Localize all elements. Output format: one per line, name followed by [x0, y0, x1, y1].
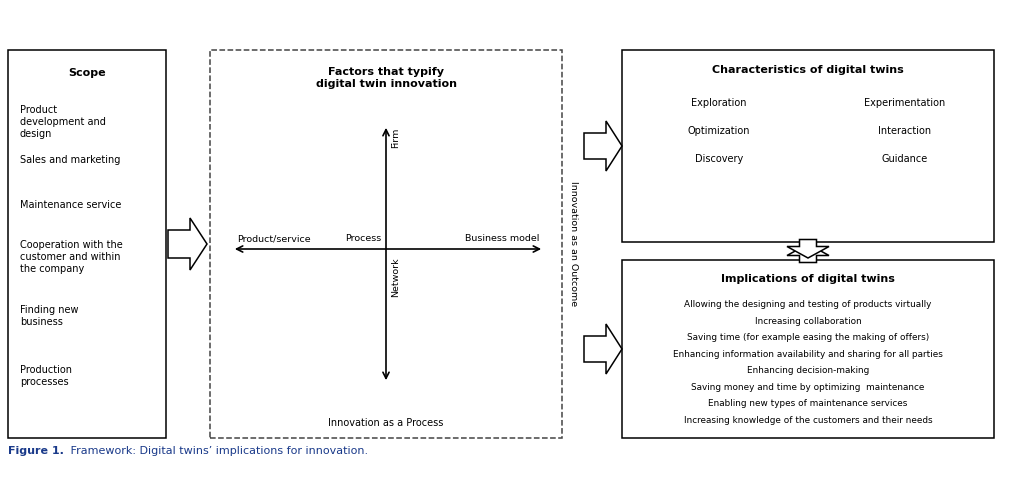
- FancyBboxPatch shape: [8, 50, 166, 438]
- Text: Exploration: Exploration: [691, 98, 746, 108]
- Polygon shape: [584, 121, 622, 171]
- Text: Product
development and
design: Product development and design: [20, 105, 105, 139]
- Text: Guidance: Guidance: [882, 154, 928, 164]
- Text: Firm: Firm: [391, 128, 400, 148]
- Polygon shape: [787, 244, 829, 263]
- Text: Enabling new types of maintenance services: Enabling new types of maintenance servic…: [709, 399, 907, 408]
- Text: Factors that typify
digital twin innovation: Factors that typify digital twin innovat…: [315, 67, 457, 89]
- Text: Optimization: Optimization: [687, 126, 750, 136]
- Text: Sales and marketing: Sales and marketing: [20, 155, 121, 165]
- Text: Discovery: Discovery: [694, 154, 742, 164]
- Text: Enhancing information availability and sharing for all parties: Enhancing information availability and s…: [673, 349, 943, 359]
- Text: Figure 1.: Figure 1.: [8, 446, 63, 456]
- Text: Allowing the designing and testing of products virtually: Allowing the designing and testing of pr…: [684, 300, 932, 309]
- FancyBboxPatch shape: [210, 50, 562, 438]
- Text: Innovation as a Process: Innovation as a Process: [329, 418, 443, 428]
- Text: Product/service: Product/service: [237, 234, 310, 243]
- Text: Business model: Business model: [465, 234, 539, 243]
- Text: Scope: Scope: [69, 68, 105, 78]
- Polygon shape: [787, 240, 829, 258]
- Polygon shape: [168, 218, 207, 270]
- Text: Saving money and time by optimizing  maintenance: Saving money and time by optimizing main…: [691, 383, 925, 392]
- Text: Implications of digital twins: Implications of digital twins: [721, 274, 895, 284]
- Text: Experimentation: Experimentation: [864, 98, 945, 108]
- Text: Cooperation with the
customer and within
the company: Cooperation with the customer and within…: [20, 240, 123, 274]
- Text: Framework: Digital twins’ implications for innovation.: Framework: Digital twins’ implications f…: [67, 446, 368, 456]
- FancyBboxPatch shape: [622, 50, 994, 242]
- Text: Enhancing decision-making: Enhancing decision-making: [746, 366, 869, 375]
- Text: Process: Process: [345, 234, 381, 243]
- Text: Increasing knowledge of the customers and their needs: Increasing knowledge of the customers an…: [684, 416, 932, 424]
- Text: Characteristics of digital twins: Characteristics of digital twins: [712, 65, 904, 75]
- Text: Interaction: Interaction: [879, 126, 931, 136]
- Text: Saving time (for example easing the making of offers): Saving time (for example easing the maki…: [687, 333, 929, 342]
- Text: Production
processes: Production processes: [20, 365, 72, 387]
- Text: Finding new
business: Finding new business: [20, 305, 79, 327]
- Text: Network: Network: [391, 257, 400, 296]
- FancyBboxPatch shape: [622, 260, 994, 438]
- Polygon shape: [584, 324, 622, 374]
- Text: Maintenance service: Maintenance service: [20, 200, 122, 210]
- Text: Innovation as an Outcome: Innovation as an Outcome: [569, 181, 578, 307]
- Text: Increasing collaboration: Increasing collaboration: [755, 317, 861, 325]
